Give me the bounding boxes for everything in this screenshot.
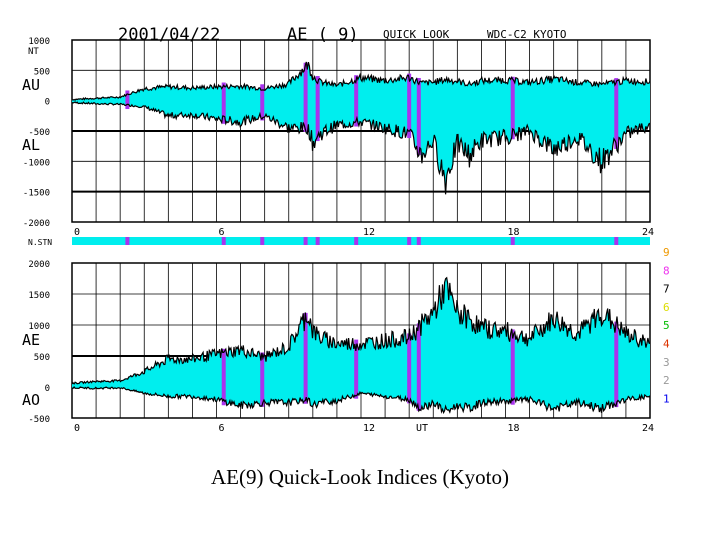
y-tick-label: 1000	[28, 37, 50, 47]
x-tick-label: 24	[642, 423, 654, 434]
x-tick-label: 24	[642, 227, 654, 238]
interval-marker	[303, 312, 308, 404]
interval-marker	[221, 82, 226, 124]
y-tick-label: -2000	[23, 219, 50, 229]
lower-series-line	[71, 101, 651, 195]
interval-marker	[614, 78, 619, 149]
y-tick-label: -500	[28, 128, 50, 138]
series-label-upper: AE	[22, 331, 40, 349]
date-label: 2001/04/22	[118, 25, 220, 45]
index-label: AE ( 9)	[287, 25, 359, 45]
station-drop-mark	[221, 237, 226, 245]
interval-marker	[315, 76, 320, 142]
envelope-fill	[72, 61, 650, 195]
interval-marker	[416, 77, 421, 156]
station-drop-mark	[416, 237, 421, 245]
mode-label: QUICK LOOK	[383, 28, 450, 41]
station-drop-mark	[125, 237, 130, 245]
station-drop-mark	[354, 237, 359, 245]
level-scale-digit: 8	[663, 264, 670, 277]
level-scale-digit: 3	[663, 356, 670, 369]
x-tick-label: 18	[508, 227, 520, 238]
y-tick-label: 1500	[28, 291, 50, 301]
station-drop-mark	[260, 237, 265, 245]
x-tick-label: 6	[219, 227, 225, 238]
x-tick-label: 18	[508, 423, 520, 434]
level-scale-digit: 6	[663, 301, 670, 314]
level-scale-digit: 7	[663, 283, 670, 296]
upper-series-line	[71, 61, 651, 101]
x-tick-label: 6	[219, 423, 225, 434]
x-tick-label: UT	[416, 423, 428, 434]
station-drop-mark	[315, 237, 320, 245]
interval-marker	[125, 90, 130, 110]
y-tick-label: 0	[45, 98, 50, 108]
y-tick-label: 1000	[28, 322, 50, 332]
interval-marker	[221, 348, 226, 406]
level-scale-digit: 1	[663, 392, 670, 405]
y-tick-label: -1500	[23, 189, 50, 199]
x-tick-label: 0	[74, 423, 80, 434]
level-scale-digit: 4	[663, 338, 670, 351]
station-drop-mark	[407, 237, 412, 245]
level-scale-digit: 9	[663, 246, 670, 259]
interval-marker	[510, 329, 515, 405]
station-bar-label: N.STN	[28, 238, 52, 247]
lower-series-line	[71, 386, 651, 415]
level-scale-digit: 2	[663, 374, 670, 387]
y-tick-label: 0	[45, 384, 50, 394]
interval-marker	[260, 352, 265, 407]
center-label: WDC-C2 KYOTO	[487, 28, 566, 41]
station-drop-mark	[303, 237, 308, 245]
upper-series-line	[71, 276, 651, 385]
y-tick-label: -500	[28, 415, 50, 425]
unit-label: NT	[28, 47, 39, 57]
interval-marker	[416, 323, 421, 411]
interval-marker	[614, 321, 619, 408]
ae-ao-panel: 2000 1500 1000 500 0 -500 0 6 12 UT 18 24 AE AO	[22, 260, 654, 434]
interval-marker	[303, 62, 308, 132]
y-tick-label: 500	[34, 67, 50, 77]
au-al-panel: 1000 500 0 -500 -1000 -1500 -2000 0 6 12 18 24 AU AL N…	[22, 37, 654, 238]
station-drop-mark	[614, 237, 619, 245]
interval-marker	[407, 333, 412, 404]
y-tick-label: 2000	[28, 260, 50, 270]
station-drop-mark	[510, 237, 515, 245]
series-label-lower: AO	[22, 391, 40, 409]
level-scale-digit: 5	[663, 319, 670, 332]
station-count-bar: N.STN	[28, 237, 650, 247]
x-tick-label: 12	[363, 423, 375, 434]
station-bar	[72, 237, 650, 245]
interval-marker	[354, 75, 359, 127]
x-tick-label: 12	[363, 227, 375, 238]
envelope-fill	[72, 277, 650, 413]
interval-marker	[260, 84, 265, 121]
figure-caption: AE(9) Quick-Look Indices (Kyoto)	[211, 465, 509, 489]
interval-marker	[407, 73, 412, 139]
y-tick-label: -1000	[23, 158, 50, 168]
series-label-lower: AL	[22, 136, 40, 154]
interval-marker	[354, 339, 359, 399]
series-label-upper: AU	[22, 76, 40, 94]
x-tick-label: 0	[74, 227, 80, 238]
y-tick-label: 500	[34, 353, 50, 363]
station-level-scale: 9 8 7 6 5 4 3 2 1	[663, 246, 670, 405]
interval-marker	[510, 76, 515, 140]
